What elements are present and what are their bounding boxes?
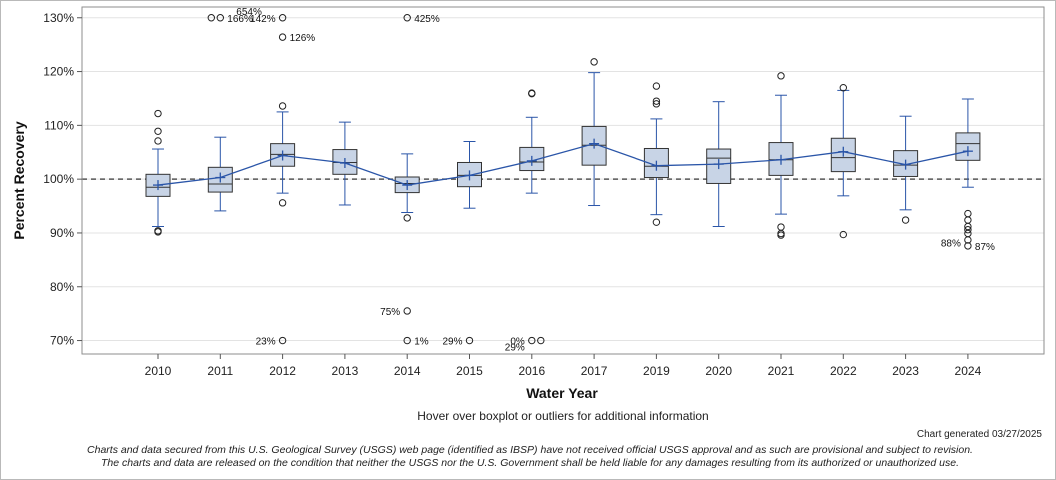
outlier-point[interactable] [964, 209, 972, 218]
mean-connecting-line [157, 142, 969, 186]
x-tick-label: 2015 [456, 364, 483, 378]
outlier-point[interactable] [652, 218, 661, 226]
box-2020[interactable] [706, 101, 732, 227]
offscale-outlier-point[interactable] [537, 336, 545, 345]
offscale-outlier-point[interactable] [278, 14, 287, 22]
offscale-label: 0% [510, 337, 525, 348]
outlier-point[interactable] [652, 100, 661, 108]
outlier-point[interactable] [154, 228, 162, 236]
offscale-label: 1% [414, 337, 429, 348]
y-tick-label: 100% [43, 172, 74, 186]
offscale-outlier-point[interactable] [465, 336, 474, 345]
x-tick-label: 2021 [768, 364, 795, 378]
x-tick-label: 2010 [145, 364, 172, 378]
chart-generated-date: Chart generated 03/27/2025 [916, 429, 1042, 440]
box-2011[interactable] [207, 136, 233, 212]
plot-border [81, 6, 1045, 355]
hover-note: Hover over boxplot or outliers for addit… [417, 409, 709, 423]
offscale-label: 142% [250, 14, 276, 25]
outlier-point[interactable] [278, 199, 287, 207]
x-tick-label: 2017 [581, 364, 608, 378]
outlier-point[interactable] [403, 214, 411, 222]
x-tick-label: 2011 [207, 364, 233, 378]
x-tick-label: 2016 [518, 364, 545, 378]
box-2019[interactable] [643, 82, 669, 226]
box-2021[interactable] [768, 72, 794, 239]
offscale-label: 23% [256, 337, 276, 348]
outlier-point[interactable] [777, 72, 785, 80]
box-2023[interactable] [893, 115, 919, 224]
box-2016[interactable] [519, 89, 545, 194]
outlier-point[interactable] [777, 231, 785, 239]
y-axis-title: Percent Recovery [11, 121, 27, 240]
outlier-point[interactable] [839, 230, 847, 239]
outlier-point[interactable] [964, 242, 972, 250]
y-tick-label: 80% [50, 280, 74, 294]
outlier-point[interactable] [154, 109, 162, 118]
outlier-point[interactable] [154, 137, 162, 145]
disclaimer-line-2: The charts and data are released on the … [101, 457, 959, 469]
offscale-label: 29% [442, 337, 462, 348]
offscale-outlier-point[interactable] [278, 336, 287, 345]
offscale-outlier-point[interactable] [278, 33, 287, 41]
outlier-point[interactable] [652, 82, 661, 90]
y-tick-label: 130% [43, 11, 74, 25]
x-tick-label: 2019 [643, 364, 670, 378]
y-tick-label: 110% [44, 118, 74, 132]
offscale-outlier-point[interactable] [216, 14, 225, 22]
outlier-point[interactable] [839, 83, 847, 92]
offscale-label: 425% [414, 14, 440, 25]
disclaimer-line-1: Charts and data secured from this U.S. G… [87, 444, 973, 456]
offscale-outlier-point[interactable] [528, 336, 536, 345]
x-tick-label: 2024 [955, 364, 982, 378]
offscale-outlier-point[interactable] [207, 14, 216, 22]
offscale-label: 29% [505, 343, 525, 354]
x-tick-label: 2022 [830, 364, 857, 378]
offscale-label: 75% [380, 307, 400, 318]
outlier-point[interactable] [154, 127, 162, 135]
box-2012[interactable] [270, 102, 296, 207]
offscale-outlier-point[interactable] [403, 307, 411, 315]
outlier-point[interactable] [964, 216, 972, 224]
axis-layer: 70% 80% 90% 100% 110% 120% 130% 2010 2011 2012 201… [43, 11, 981, 378]
disclaimer: Charts and data secured from this U.S. G… [30, 444, 1030, 470]
outlier-point[interactable] [964, 222, 972, 231]
outlier-point[interactable] [777, 223, 785, 231]
y-tick-label: 90% [50, 226, 74, 240]
x-tick-label: 2014 [394, 364, 421, 378]
offscale-label: 126% [290, 33, 316, 44]
box-2014[interactable] [394, 153, 420, 222]
x-tick-label: 2023 [892, 364, 919, 378]
outlier-point[interactable] [901, 216, 910, 224]
offscale-outlier-point[interactable] [403, 336, 411, 345]
offscale-outlier-point[interactable] [403, 14, 411, 22]
offscale-label: 654% [236, 7, 262, 18]
y-tick-label: 120% [43, 65, 74, 79]
outlier-point[interactable] [590, 58, 598, 66]
x-axis-title: Water Year [526, 385, 598, 400]
box-2024[interactable] [955, 98, 981, 250]
outlier-point[interactable] [528, 89, 536, 98]
outlier-point[interactable] [652, 97, 661, 105]
boxplot-chart[interactable]: 70% 80% 90% 100% 110% 120% 130% 2010 2011 2012 201… [0, 0, 1056, 400]
box-2022[interactable] [830, 83, 856, 239]
outlier-point[interactable] [278, 102, 287, 110]
offscale-label: 166% [227, 14, 253, 25]
outlier-point[interactable] [964, 226, 972, 234]
x-tick-label: 2013 [332, 364, 359, 378]
y-tick-label: 70% [50, 334, 74, 348]
mean-layer [157, 142, 969, 186]
box-2010[interactable] [145, 109, 171, 236]
offscale-label: 88% [941, 239, 961, 250]
annotation-layer: 654%166%142%126%425%23%75%1% 29% 0%29%88% 8… [207, 7, 995, 354]
offscale-label: 87% [975, 242, 995, 253]
x-tick-label: 2012 [269, 364, 296, 378]
box-2017[interactable] [581, 58, 607, 207]
box-2015[interactable] [457, 140, 482, 209]
outlier-point[interactable] [964, 229, 972, 238]
x-tick-label: 2020 [705, 364, 732, 378]
